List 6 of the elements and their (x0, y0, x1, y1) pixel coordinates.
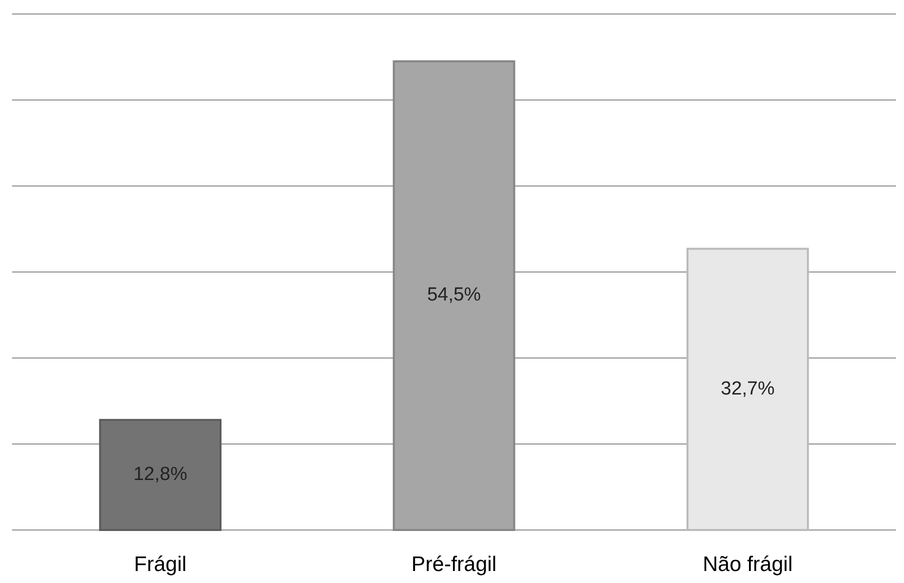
x-tick-label: Não frágil (702, 553, 793, 576)
data-label: 12,8% (133, 464, 188, 485)
data-label: 32,7% (720, 378, 775, 400)
data-label: 54,5% (427, 284, 482, 306)
x-tick-label: Pré-frágil (411, 553, 497, 576)
x-tick-label: Frágil (134, 553, 187, 576)
